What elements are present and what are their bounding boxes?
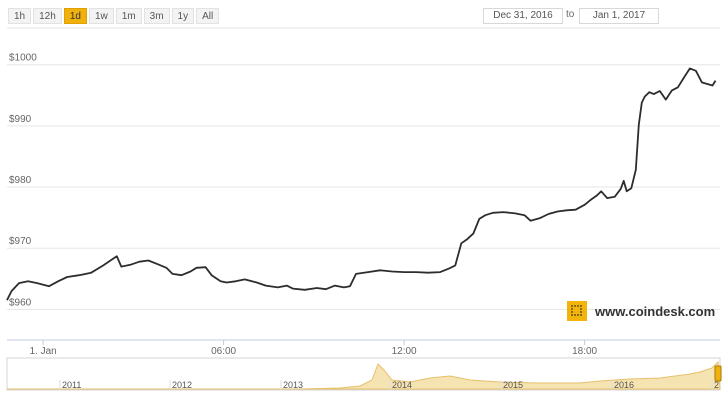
y-tick-label: $980 — [9, 175, 32, 186]
brand-url: www.coindesk.com — [595, 303, 716, 319]
navigator-year-label: 2013 — [283, 380, 303, 390]
x-axis-labels: 1. Jan 06:00 12:00 18:00 — [29, 346, 597, 357]
price-line — [6, 67, 717, 301]
range-button-1h[interactable]: 1h — [8, 8, 32, 24]
x-axis — [7, 339, 720, 345]
x-tick-label: 12:00 — [392, 346, 417, 357]
x-tick-label: 1. Jan — [29, 346, 56, 357]
y-tick-label: $970 — [9, 236, 32, 247]
navigator[interactable]: 2011 2012 2013 2014 2015 2016 2 — [6, 357, 722, 391]
date-to-input[interactable]: Jan 1, 2017 — [579, 8, 659, 24]
date-from-input[interactable]: Dec 31, 2016 — [483, 8, 563, 24]
navigator-area — [7, 360, 721, 390]
navigator-year-label: 2011 — [62, 380, 81, 390]
y-axis-labels: $960 $970 $980 $990 $1000 — [9, 53, 37, 309]
price-series — [6, 67, 717, 301]
coindesk-brand: www.coindesk.com — [567, 301, 715, 321]
navigator-year-label: 2015 — [503, 380, 523, 390]
x-tick-label: 18:00 — [572, 346, 597, 357]
navigator-year-label: 2 — [714, 380, 719, 390]
range-selector: 1h 12h 1d 1w 1m 3m 1y All — [8, 8, 220, 24]
range-button-1y[interactable]: 1y — [171, 8, 195, 24]
date-to-label: to — [566, 9, 575, 20]
range-button-3m[interactable]: 3m — [143, 8, 170, 24]
y-tick-label: $1000 — [9, 53, 37, 64]
grid-lines — [7, 27, 720, 310]
coindesk-logo-icon — [567, 301, 587, 321]
y-tick-label: $960 — [9, 297, 32, 308]
navigator-handle[interactable] — [714, 365, 722, 382]
range-button-1w[interactable]: 1w — [88, 8, 114, 24]
range-button-1d[interactable]: 1d — [63, 8, 87, 24]
range-button-12h[interactable]: 12h — [33, 8, 62, 24]
navigator-year-label: 2014 — [392, 380, 412, 390]
range-button-1m[interactable]: 1m — [115, 8, 142, 24]
x-tick-label: 06:00 — [211, 346, 236, 357]
y-tick-label: $990 — [9, 114, 32, 125]
navigator-year-label: 2016 — [614, 380, 634, 390]
navigator-year-label: 2012 — [172, 380, 192, 390]
range-button-all[interactable]: All — [196, 8, 220, 24]
